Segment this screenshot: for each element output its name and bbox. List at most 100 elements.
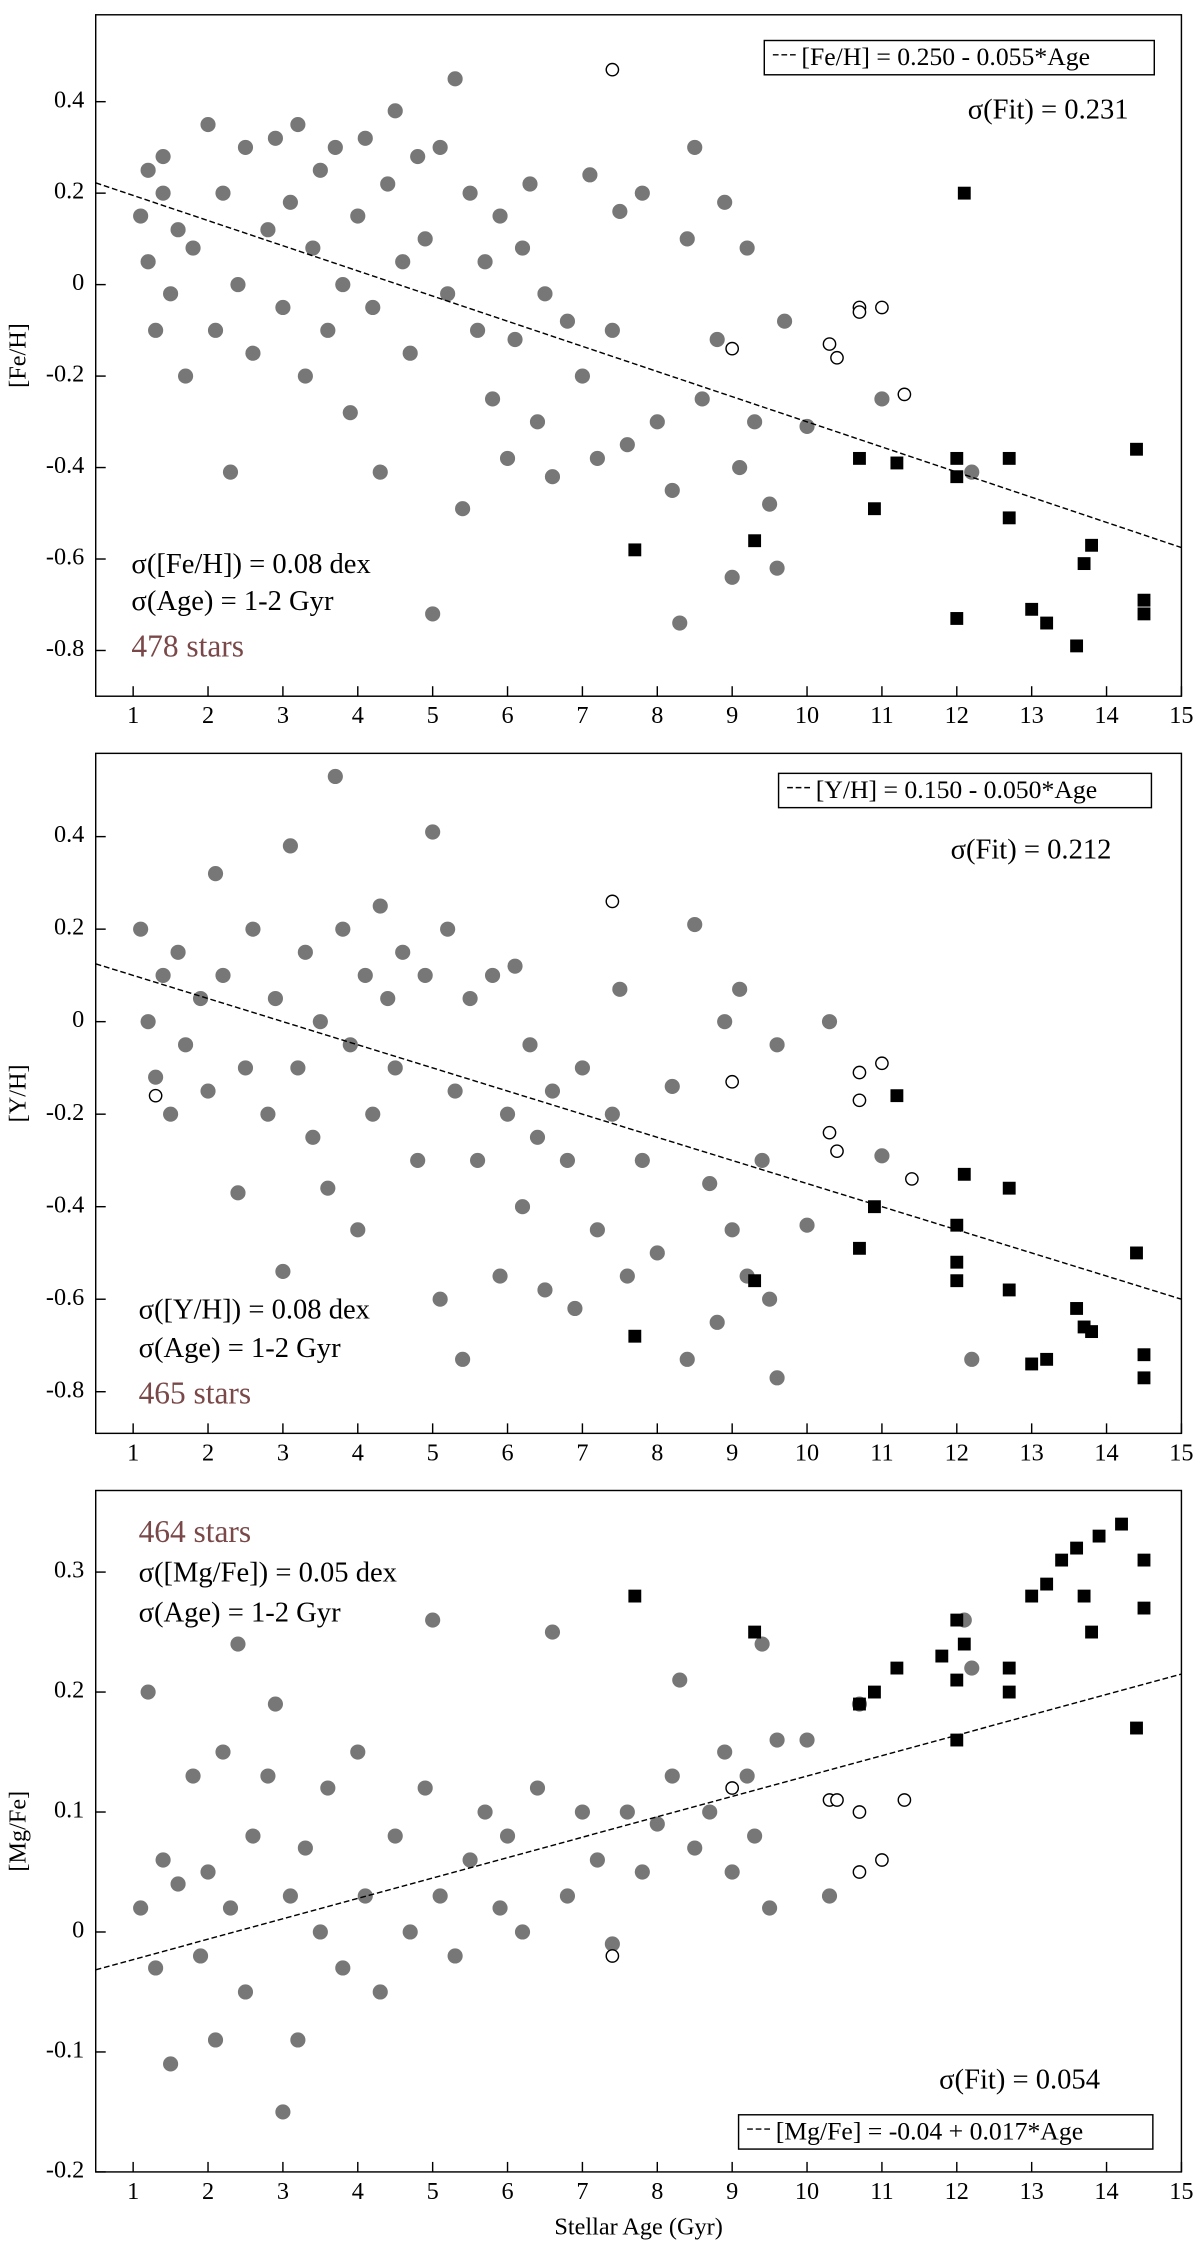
- point: [455, 1351, 471, 1367]
- point: [799, 1217, 815, 1233]
- x-tick-label: 12: [945, 2178, 969, 2205]
- fit-legend-label: [Y/H] = 0.150 - 0.050*Age: [816, 775, 1097, 804]
- point: [724, 1222, 740, 1238]
- point: [140, 1684, 156, 1700]
- y-tick-label: -0.8: [46, 1376, 84, 1403]
- point: [237, 1060, 254, 1076]
- point: [163, 2056, 179, 2072]
- y-tick-label: -0.4: [46, 1191, 84, 1218]
- x-tick-label: 1: [127, 2178, 139, 2205]
- x-tick-label: 7: [576, 702, 588, 729]
- square-point: [868, 1200, 881, 1214]
- point: [282, 838, 298, 854]
- square-point: [1002, 1685, 1016, 1699]
- square-point: [950, 470, 964, 484]
- open-point: [605, 894, 620, 909]
- point: [350, 1222, 366, 1238]
- point: [432, 139, 448, 155]
- point: [215, 967, 231, 983]
- point: [357, 967, 373, 983]
- x-tick-label: 10: [795, 1439, 819, 1466]
- square-point: [950, 1613, 964, 1627]
- point: [282, 194, 298, 210]
- square-point: [1002, 1283, 1016, 1297]
- open-point: [852, 1865, 867, 1879]
- x-tick-label: 3: [277, 2178, 289, 2205]
- square-point: [957, 186, 971, 200]
- square-point: [1137, 1371, 1151, 1385]
- panel: 1 2 3 4 5 6 7 8 9 10 11 12 13 14 15-0.2-0.100.10.20.3[…: [5, 1489, 1194, 2241]
- point: [395, 944, 411, 960]
- point: [634, 1152, 650, 1169]
- square-point: [950, 1673, 964, 1687]
- plot-frame: [95, 14, 1183, 697]
- point: [185, 1768, 201, 1784]
- plot-frame: [95, 1489, 1183, 2173]
- square-point: [1025, 602, 1039, 616]
- point: [222, 1900, 239, 1916]
- point: [402, 345, 418, 361]
- square-point: [1085, 1325, 1099, 1339]
- y-tick-label: -0.1: [46, 2037, 84, 2064]
- panel: 1 2 3 4 5 6 7 8 9 10 11 12 13 14 15-0.8-0.6-0.4-0.200.…: [5, 752, 1194, 1466]
- point: [372, 464, 388, 480]
- point: [133, 208, 149, 224]
- stat-text: σ([Mg/Fe]) = 0.05 dex: [139, 1557, 397, 1588]
- point: [327, 768, 343, 785]
- point: [372, 898, 388, 914]
- point: [335, 277, 351, 293]
- square-point: [1077, 557, 1091, 571]
- y-tick-label: 0: [72, 269, 84, 296]
- point: [559, 313, 576, 329]
- open-point: [852, 1065, 867, 1080]
- point: [170, 944, 186, 960]
- point: [724, 1864, 740, 1880]
- point: [155, 1852, 171, 1868]
- point: [335, 1960, 351, 1976]
- point: [462, 185, 478, 201]
- x-tick-label: 13: [1020, 1439, 1044, 1466]
- x-tick-label: 7: [576, 1439, 588, 1466]
- point: [155, 148, 171, 165]
- point: [425, 824, 441, 840]
- point: [365, 1106, 381, 1122]
- point: [395, 254, 411, 270]
- square-point: [1137, 1553, 1151, 1567]
- y-tick-label: -0.2: [46, 2157, 84, 2184]
- point: [724, 569, 740, 585]
- point: [582, 167, 598, 183]
- square-point: [853, 1697, 866, 1711]
- point: [170, 1876, 186, 1892]
- point: [260, 222, 276, 238]
- point: [514, 1199, 531, 1215]
- square-point: [628, 543, 642, 557]
- point: [327, 139, 343, 155]
- point: [754, 1152, 770, 1169]
- y-tick-label: 0.1: [54, 1797, 84, 1824]
- x-tick-label: 2: [202, 2178, 214, 2205]
- point: [574, 1060, 590, 1076]
- point: [754, 1636, 770, 1652]
- point: [522, 1037, 538, 1053]
- point: [230, 1185, 246, 1201]
- point: [619, 1268, 635, 1284]
- point: [462, 990, 478, 1007]
- point: [155, 967, 171, 983]
- point: [290, 116, 306, 133]
- point: [634, 185, 650, 201]
- point: [687, 139, 703, 155]
- point: [140, 1014, 156, 1030]
- point: [245, 921, 261, 937]
- x-tick-label: 9: [726, 2178, 738, 2205]
- y-tick-label: 0: [72, 1917, 84, 1944]
- point: [357, 130, 373, 146]
- square-point: [1085, 538, 1099, 552]
- open-point: [830, 350, 844, 365]
- point: [964, 1660, 980, 1676]
- point: [200, 1864, 216, 1880]
- point: [305, 1129, 321, 1145]
- square-point: [950, 1255, 964, 1269]
- point: [470, 1152, 486, 1169]
- point: [425, 1612, 441, 1628]
- square-point: [890, 1661, 904, 1675]
